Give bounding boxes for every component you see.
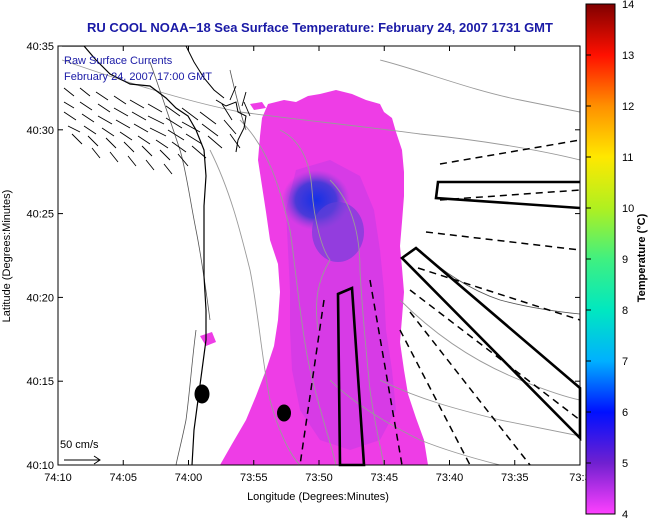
colorbar-tick-label: 12 [622,101,634,113]
scale-arrow [64,455,101,465]
x-tick-label: 74:10 [44,472,72,484]
bathymetry-contours [61,59,580,465]
x-axis: 74:10 74:05 74:00 73:55 73:50 73:45 73:40 73:35… [44,46,591,484]
coastline [62,46,207,465]
colorbar-tick-label: 9 [622,254,628,266]
radar-beams [299,139,581,466]
x-tick-label: 73:3 [569,472,590,484]
colorbar-tick-label: 7 [622,356,628,368]
currents-legend-time: February 24, 2007 17:00 GMT [64,71,212,83]
colorbar-tick-label: 10 [622,203,634,215]
x-tick-label: 73:35 [501,472,529,484]
y-axis-label: Latitude (Degrees:Minutes) [1,190,13,323]
sandy-hook [215,99,247,153]
colorbar-ticks: 14 13 12 11 10 9 8 7 6 5 4 [586,0,634,519]
y-tick-label: 40:30 [26,125,54,137]
station-marker [277,404,291,422]
x-tick-label: 73:50 [305,472,333,484]
scale-label: 50 cm/s [60,439,99,451]
colorbar-tick-label: 6 [622,407,628,419]
colorbar-tick-label: 14 [622,0,634,11]
x-tick-label: 73:55 [240,472,268,484]
x-tick-label: 73:40 [436,472,464,484]
y-tick-label: 40:10 [26,460,54,472]
colorbar-tick-label: 4 [622,509,628,519]
y-tick-label: 40:15 [26,376,54,388]
map-title: RU COOL NOAA−18 Sea Surface Temperature:… [87,20,553,35]
currents-legend-label: Raw Surface Currents [64,55,173,67]
current-vectors [63,85,251,175]
colorbar-tick-label: 13 [622,50,634,62]
x-axis-label: Longitude (Degrees:Minutes) [247,491,389,503]
y-tick-label: 40:25 [26,209,54,221]
colorbar-tick-label: 11 [622,152,633,164]
sst-nearshore-patch [200,332,216,346]
y-tick-label: 40:35 [26,41,54,53]
sst-small-patch [250,102,266,110]
colorbar-tick-label: 5 [622,458,628,470]
colorbar-label: Temperature (°C) [636,213,648,302]
y-tick-label: 40:20 [26,292,54,304]
x-tick-label: 73:45 [370,472,398,484]
x-tick-label: 74:05 [109,472,137,484]
station-marker [194,384,210,404]
x-tick-label: 74:00 [175,472,203,484]
sst-cool-tongue [312,202,364,262]
bay-shore [185,46,225,99]
colorbar-tick-label: 8 [622,305,628,317]
y-axis: 40:35 40:30 40:25 40:20 40:15 40:10 [26,41,580,472]
